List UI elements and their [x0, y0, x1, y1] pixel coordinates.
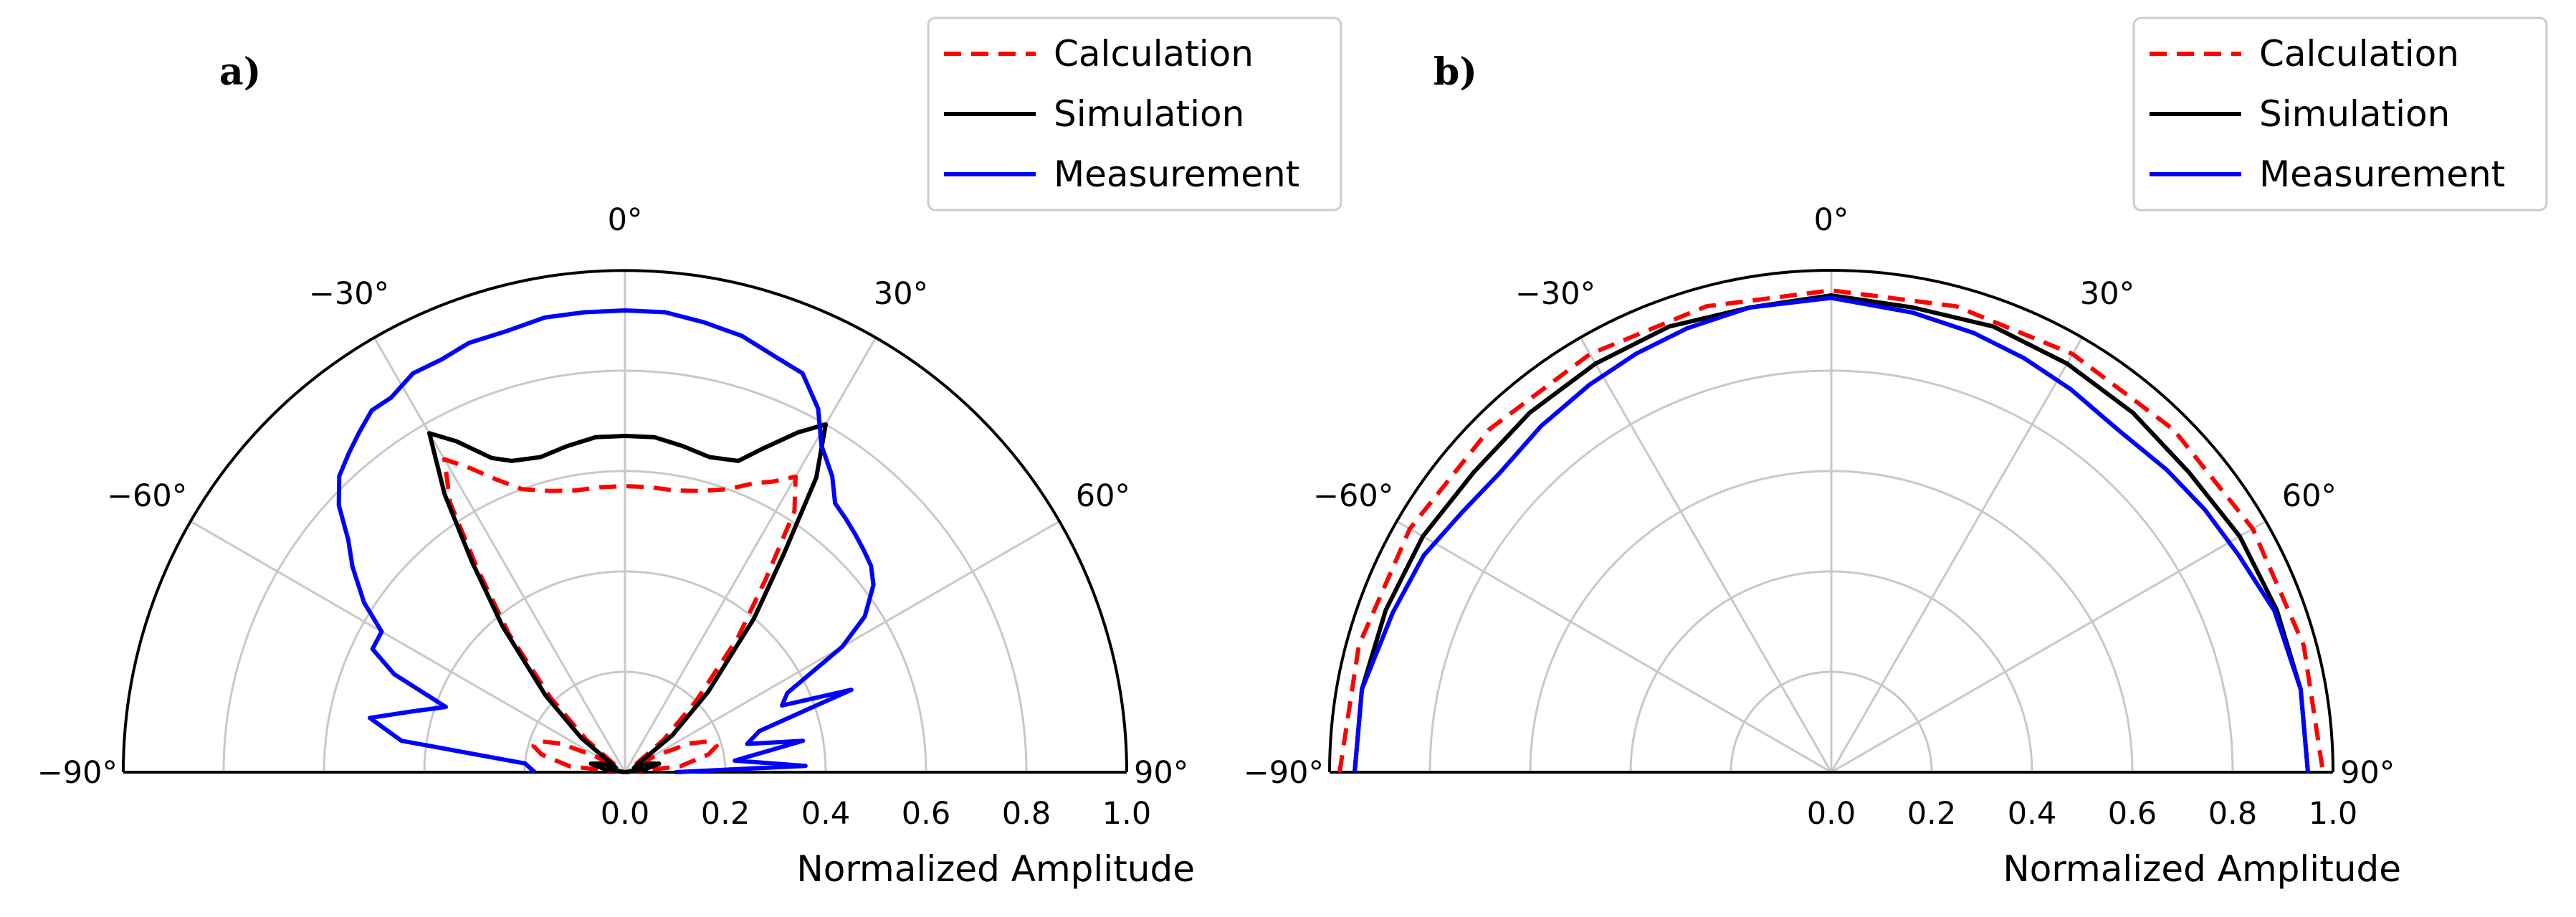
r-tick-label: 0.4 [2008, 796, 2056, 832]
legend: Calculation Simulation Measurement [2132, 16, 2548, 212]
theta-tick-label: 30° [874, 276, 928, 312]
r-tick-label: 0.8 [2208, 796, 2257, 832]
legend-entry: Calculation [1054, 33, 1254, 75]
angular-gridline [1579, 337, 1833, 773]
angular-gridline [1396, 520, 1832, 774]
theta-tick-label: 30° [2080, 276, 2134, 312]
legend-entry: Calculation [2259, 33, 2459, 75]
panel-a: −90° −60° −30° 0° 30° 60° 90° 0.0 0.2 0.4 0.6 0.8 1.… [37, 16, 1342, 890]
panel-b: −90° −60° −30° 0° 30° 60° 90° 0.0 0.2 0.4 0.6 0.8 1.… [1244, 16, 2548, 890]
series-line-simulation [1353, 293, 2310, 773]
series-line-measurement [336, 308, 876, 774]
angular-gridline [1831, 520, 2266, 774]
theta-tick-label: 0° [1814, 202, 1849, 238]
theta-tick-label: 60° [1076, 478, 1130, 514]
theta-tick-label: −60° [1313, 478, 1393, 514]
series-line-calculation [1337, 288, 2325, 773]
r-tick-label: 0.0 [601, 796, 649, 832]
r-tick-label: 0.8 [1002, 796, 1051, 832]
angular-gridline [1830, 337, 2084, 773]
legend-entry: Simulation [1054, 93, 1244, 135]
panel-label: b) [1434, 50, 1477, 94]
r-axis-title: Normalized Amplitude [796, 848, 1195, 890]
theta-tick-label: 90° [2340, 755, 2395, 791]
r-tick-label: 0.4 [801, 796, 850, 832]
r-tick-label: 0.2 [1907, 796, 1956, 832]
r-tick-label: 1.0 [2309, 796, 2357, 832]
r-tick-label: 0.6 [2108, 796, 2157, 832]
theta-tick-label: −30° [1515, 276, 1595, 312]
theta-tick-label: −90° [1244, 755, 1324, 791]
angular-gridline [190, 520, 626, 774]
series-line-simulation [427, 422, 828, 774]
r-axis-title: Normalized Amplitude [2003, 848, 2401, 890]
theta-tick-label: 60° [2282, 478, 2337, 514]
r-tick-label: 0.6 [902, 796, 950, 832]
angular-gridline [624, 337, 877, 773]
panel-label: a) [219, 50, 261, 94]
angular-gridline [373, 337, 626, 773]
legend-entry: Measurement [2259, 153, 2505, 195]
legend-entry: Measurement [1054, 153, 1299, 195]
theta-tick-label: −30° [309, 276, 389, 312]
r-tick-label: 0.0 [1807, 796, 1856, 832]
legend-entry: Simulation [2259, 93, 2450, 135]
r-tick-label: 0.2 [701, 796, 750, 832]
r-tick-label: 1.0 [1102, 796, 1151, 832]
legend-box [927, 16, 1342, 212]
theta-tick-label: −90° [37, 755, 118, 791]
polar-frame [1328, 269, 2334, 774]
theta-tick-label: 0° [608, 202, 643, 238]
theta-tick-label: 90° [1134, 755, 1188, 791]
theta-tick-label: −60° [107, 478, 187, 514]
legend-box [2132, 16, 2548, 212]
series-line-measurement [1353, 295, 2310, 773]
legend: Calculation Simulation Measurement [927, 16, 1342, 212]
